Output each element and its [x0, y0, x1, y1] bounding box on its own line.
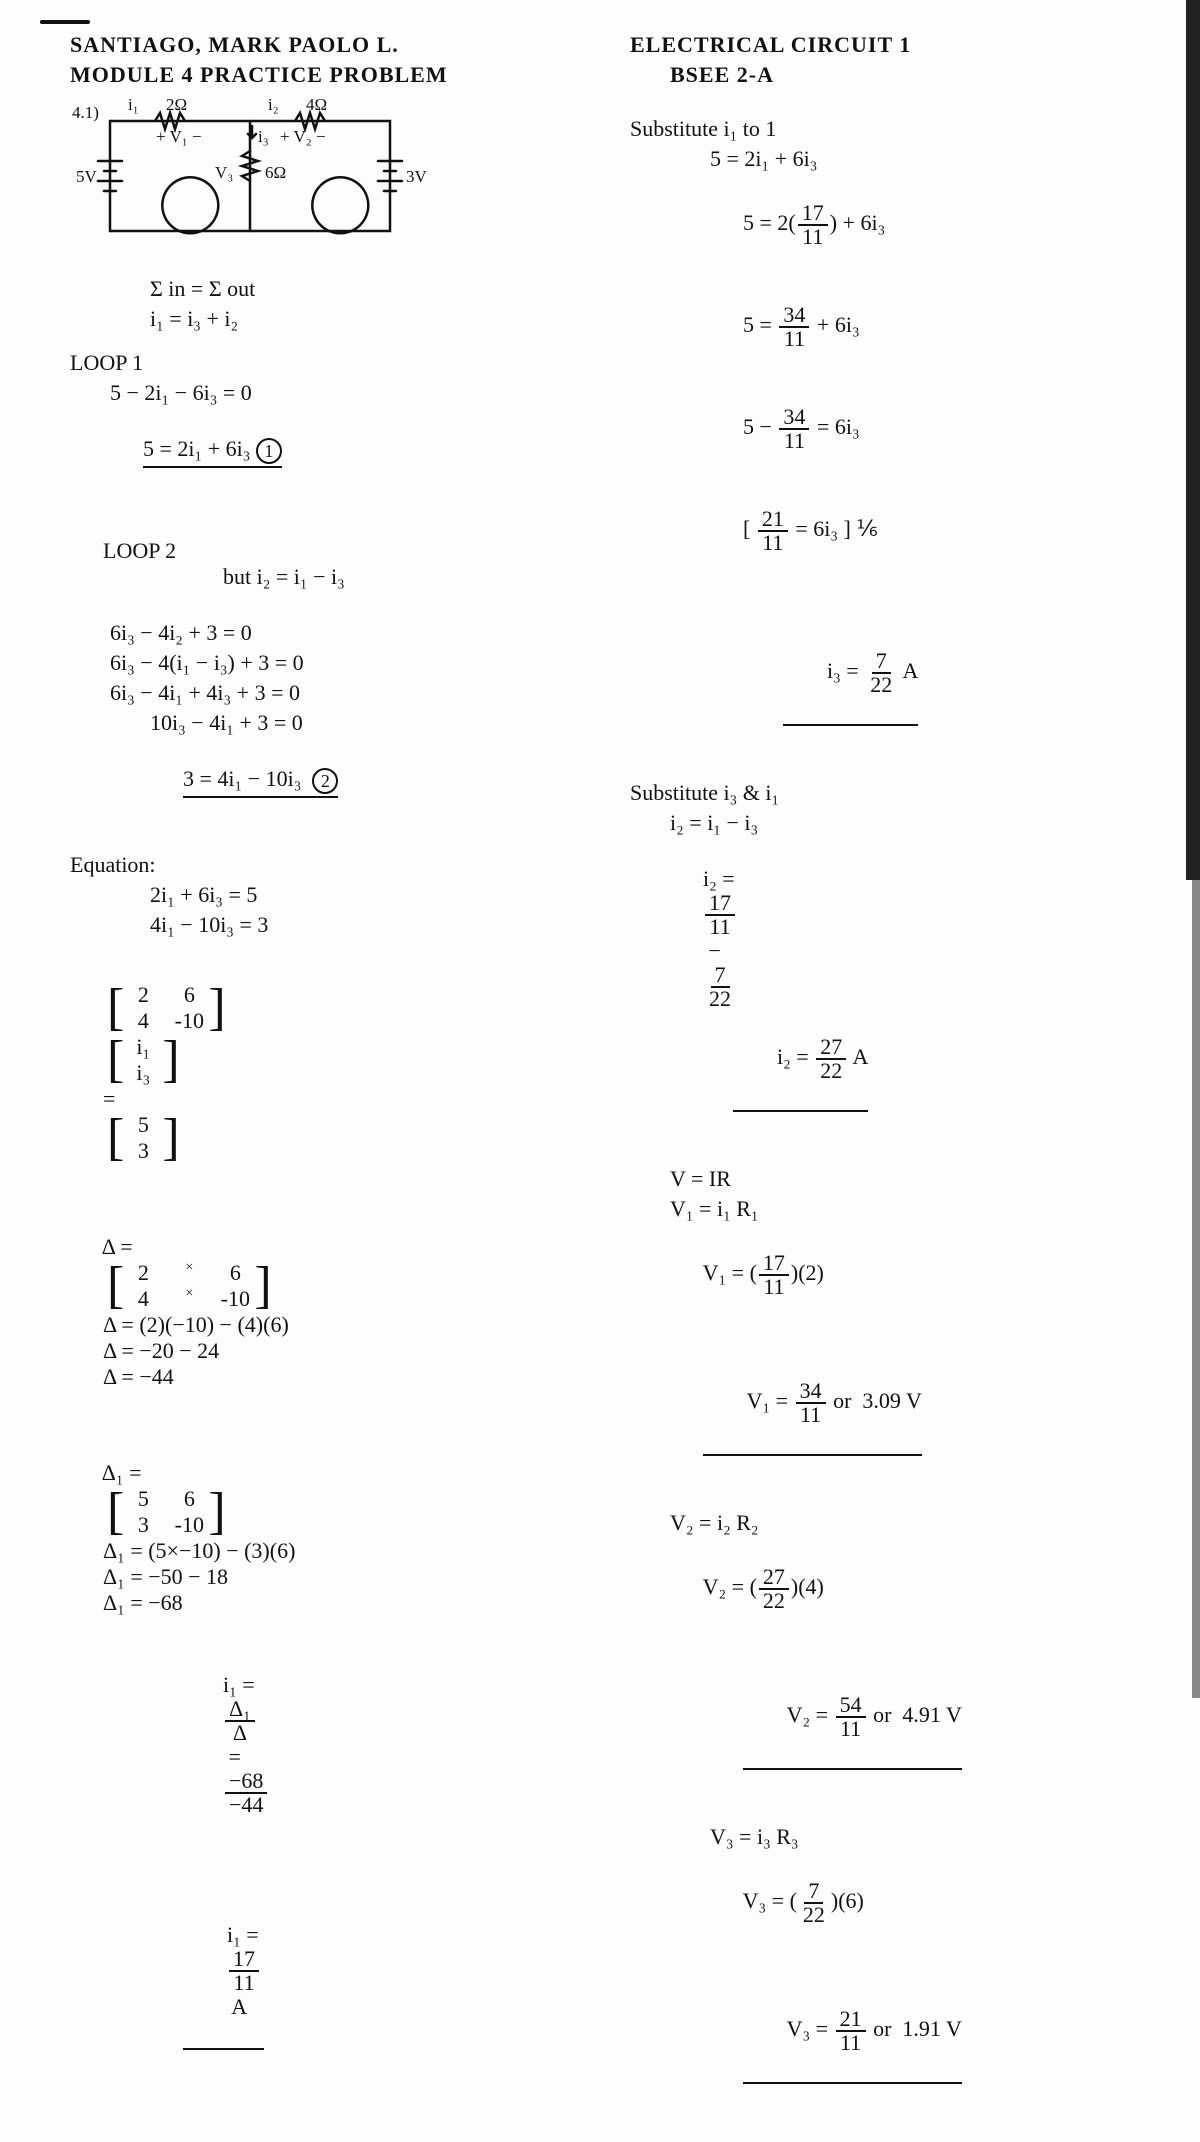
sys-eq2: 4i₁ − 10i₃ = 3 [70, 912, 600, 938]
loop2-eq5-text: 3 = 4i₁ − 10i₃ [183, 766, 301, 791]
d1-calc1: Δ₁ = (5×−10) − (3)(6) [103, 1538, 295, 1564]
eq-marker-1: 1 [256, 438, 282, 464]
d1-row: Δ₁ = [ 56 3-10 ] Δ₁ = (5×−10) − (3)(6) Δ… [70, 1434, 600, 1642]
module-title: MODULE 4 PRACTICE PROBLEM [70, 62, 600, 88]
sub1-1: 5 = 2i₁ + 6i₃ [630, 146, 1160, 172]
right-column: ELECTRICAL CIRCUIT 1 BSEE 2-A Substitute… [630, 30, 1160, 2112]
kcl-line1: Σ in = Σ out [70, 276, 600, 302]
i2-calc1: i₂ = i₁ − i₃ [630, 810, 1160, 836]
section: BSEE 2-A [630, 62, 1160, 88]
v2-2: V₂ = (2722)(4) [630, 1540, 1160, 1638]
loop2-eq5: 3 = 4i₁ − 10i₃ 2 [70, 740, 600, 824]
label-r3: 6Ω [265, 163, 286, 182]
label-i2: i₂ [268, 96, 279, 114]
label-r1: 2Ω [166, 96, 187, 114]
det-row: Δ = [ 2×6 4×-10 ] Δ = (2)(−10) − (4)(6) … [70, 1208, 600, 1416]
equation-title: Equation: [70, 852, 600, 878]
scan-edge-shadow [1186, 0, 1200, 880]
matrix-A: [ 26 4-10 ] [107, 982, 226, 1034]
matrix-equation: [ 26 4-10 ] [ i₁ i₃ ] = [ 5 3 [70, 956, 600, 1190]
loop2-eq3: 6i₃ − 4i₁ + 4i₃ + 3 = 0 [70, 680, 600, 706]
sub1-3: 5 = 3411 + 6i₃ [630, 278, 1160, 376]
sub1-4: 5 − 3411 = 6i₃ [630, 380, 1160, 478]
v3-1: V₃ = i₃ R₃ [630, 1824, 1160, 1850]
v3-3: V₃ = 2111 or 1.91 V [630, 1956, 1160, 2110]
det-calc3: Δ = −44 [103, 1364, 289, 1390]
i1-result: i₁ = 1711 A [70, 1870, 600, 2076]
loop1-eq2-text: 5 = 2i₁ + 6i₃ [143, 436, 250, 461]
loop2-title: LOOP 2 [103, 538, 176, 563]
vector-b: [ 5 3 ] [107, 1112, 180, 1164]
circuit-svg: i₁ 2Ω i₂ 4Ω + V₁ − i₃ + V₂ − V₃ 6Ω 5V 3V… [70, 96, 430, 256]
label-i1: i₁ [128, 96, 139, 114]
loop2-eq1: 6i₃ − 4i₂ + 3 = 0 [70, 620, 600, 646]
loop2-eq2: 6i₃ − 4(i₁ − i₃) + 3 = 0 [70, 650, 600, 676]
label-vs2: 3V [406, 167, 428, 186]
loop1-eq2: 5 = 2i₁ + 6i₃ 1 [70, 410, 600, 494]
sub-title-1: Substitute i₁ to 1 [630, 116, 1160, 142]
circuit-diagram: i₁ 2Ω i₂ 4Ω + V₁ − i₃ + V₂ − V₃ 6Ω 5V 3V… [70, 96, 600, 262]
sub-title-2: Substitute i₃ & i₁ [630, 780, 1160, 806]
label-i3: i₃ [258, 127, 269, 146]
label-vs1: 5V [76, 167, 98, 186]
loop2-note: but i₂ = i₁ − i₃ [223, 564, 345, 589]
course-title: ELECTRICAL CIRCUIT 1 [630, 32, 1160, 58]
sub1-2: 5 = 2(1711) + 6i₃ [630, 176, 1160, 274]
i2-calc2: i₂ = 1711 − 722 i₂ = 2722 A [630, 840, 1160, 1138]
det-calc2: Δ = −20 − 24 [103, 1338, 289, 1364]
d1-matrix: [ 56 3-10 ] [107, 1486, 226, 1538]
det-calc1: Δ = (2)(−10) − (4)(6) [103, 1312, 289, 1338]
page-mark [40, 20, 90, 24]
loop2-eq4: 10i₃ − 4i₁ + 3 = 0 [70, 710, 600, 736]
loop1-title: LOOP 1 [70, 350, 600, 376]
v1-1: V₁ = i₁ R₁ [630, 1196, 1160, 1222]
v2-3: V₂ = 5411 or 4.91 V [630, 1642, 1160, 1796]
i1-calc: i₁ = Δ₁Δ = −68−44 [70, 1646, 600, 1842]
label-v1: + V₁ − [156, 127, 202, 146]
page-content: SANTIAGO, MARK PAOLO L. MODULE 4 PRACTIC… [0, 0, 1200, 2142]
loop1-eq1: 5 − 2i₁ − 6i₃ = 0 [70, 380, 600, 406]
v1-2: V₁ = (1711)(2) [630, 1226, 1160, 1324]
label-v2: + V₂ − [280, 127, 326, 146]
kcl-line2: i₁ = i₃ + i₂ [70, 306, 600, 332]
d1-calc3: Δ₁ = −68 [103, 1590, 295, 1616]
vector-x: [ i₁ i₃ ] [107, 1034, 180, 1086]
sub1-5: [ 2111 = 6i₃ ] ⅙ [630, 482, 1160, 580]
scan-edge-shadow-light [1192, 880, 1200, 1698]
i3-result: i₃ = 722 A [630, 598, 1160, 752]
d1-calc2: Δ₁ = −50 − 18 [103, 1564, 295, 1590]
v3-2: V₃ = (722)(6) [630, 1854, 1160, 1952]
eq-marker-2: 2 [312, 768, 338, 794]
label-r2: 4Ω [306, 96, 327, 114]
loop2-title-row: LOOP 2 but i₂ = i₁ − i₃ [70, 512, 600, 616]
problem-number: 4.1) [72, 103, 99, 122]
label-v3: V₃ [215, 163, 233, 182]
det-matrix: [ 2×6 4×-10 ] [107, 1260, 272, 1312]
v1-3: V₁ = 3411 or 3.09 V [630, 1328, 1160, 1482]
v2-1: V₂ = i₂ R₂ [630, 1510, 1160, 1536]
ohms-law: V = IR [630, 1166, 1160, 1192]
sys-eq1: 2i₁ + 6i₃ = 5 [70, 882, 600, 908]
left-column: SANTIAGO, MARK PAOLO L. MODULE 4 PRACTIC… [70, 30, 600, 2112]
student-name: SANTIAGO, MARK PAOLO L. [70, 32, 600, 58]
